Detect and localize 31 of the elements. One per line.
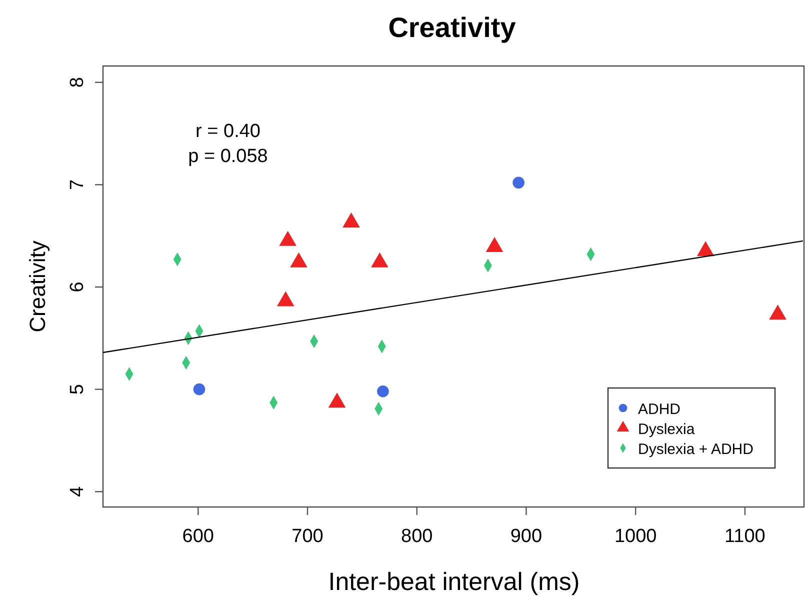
point bbox=[486, 237, 504, 252]
x-tick-label: 1000 bbox=[614, 526, 657, 547]
point bbox=[279, 230, 296, 246]
annotation: r = 0.40 bbox=[196, 121, 260, 142]
y-tick-label: 4 bbox=[67, 486, 88, 497]
point bbox=[512, 176, 524, 189]
point bbox=[328, 392, 346, 408]
point bbox=[696, 241, 714, 256]
x-tick-label: 1100 bbox=[724, 526, 766, 547]
y-tick-label: 6 bbox=[67, 282, 88, 292]
point bbox=[276, 291, 294, 306]
y-tick-label: 7 bbox=[67, 179, 88, 190]
legend-label: Dyslexia + ADHD bbox=[638, 441, 754, 458]
y-tick-label: 5 bbox=[67, 384, 88, 395]
chart-title: Creativity bbox=[388, 12, 516, 43]
x-tick-label: 900 bbox=[510, 526, 542, 547]
point bbox=[290, 252, 308, 268]
legend-label: ADHD bbox=[638, 401, 681, 418]
x-tick-label: 600 bbox=[182, 526, 214, 547]
y-tick-label: 8 bbox=[67, 77, 88, 88]
x-axis-title: Inter-beat interval (ms) bbox=[328, 568, 580, 596]
x-tick-label: 800 bbox=[401, 526, 433, 547]
x-tick-label: 700 bbox=[292, 526, 324, 547]
point bbox=[371, 252, 388, 268]
point bbox=[769, 304, 786, 320]
legend-label: Dyslexia bbox=[638, 421, 696, 438]
point bbox=[377, 385, 389, 398]
annotation: p = 0.058 bbox=[188, 146, 268, 167]
y-axis-title: Creativity bbox=[25, 240, 50, 332]
point bbox=[193, 383, 206, 396]
point bbox=[342, 212, 360, 228]
